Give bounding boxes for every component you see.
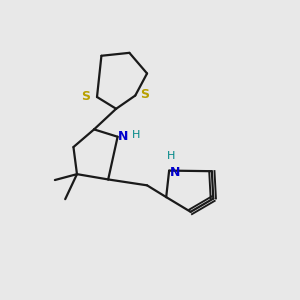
Text: N: N (170, 166, 180, 178)
Text: H: H (132, 130, 140, 140)
Text: S: S (81, 90, 90, 103)
Text: H: H (167, 152, 175, 161)
Text: N: N (118, 130, 128, 143)
Text: S: S (140, 88, 149, 101)
